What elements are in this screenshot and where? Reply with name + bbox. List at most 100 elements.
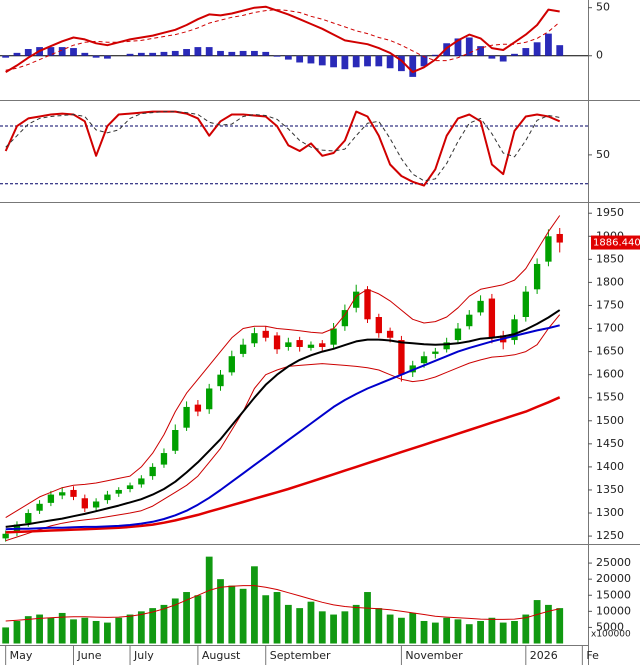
bar — [465, 37, 473, 56]
bar — [13, 620, 21, 644]
candle-body — [364, 289, 371, 320]
bar — [92, 55, 100, 58]
y-tick-label: 50 — [596, 1, 610, 14]
y-tick-label: 1850 — [596, 252, 624, 265]
bar — [81, 617, 89, 644]
candle-body — [138, 478, 145, 485]
candle-body — [172, 430, 179, 451]
x-tick-label: Fe — [586, 649, 599, 662]
bar — [81, 52, 89, 56]
y-tick-label: 50 — [596, 148, 610, 161]
bar — [477, 46, 484, 56]
bar — [149, 608, 157, 644]
bar — [205, 556, 213, 644]
bar — [2, 627, 10, 644]
bar — [318, 611, 326, 644]
candle-body — [183, 406, 190, 428]
candle-body — [47, 494, 55, 503]
bar — [126, 53, 134, 56]
bar — [454, 38, 462, 56]
x-tick-label: 2026 — [530, 649, 558, 662]
bar — [556, 608, 564, 644]
line — [5, 5, 560, 74]
candle-body — [126, 485, 134, 490]
bar — [409, 55, 417, 77]
bar — [47, 47, 55, 56]
x-tick-label: August — [202, 649, 241, 662]
last-price-label: 1886.440 — [593, 238, 640, 249]
y-tick-label: 1550 — [596, 391, 624, 404]
bar — [409, 612, 417, 644]
line — [5, 396, 561, 534]
bar — [126, 614, 134, 644]
y-tick-label: 1750 — [596, 298, 624, 311]
bar — [205, 47, 213, 56]
y-tick-label: 1250 — [596, 529, 624, 542]
candle-body — [296, 340, 303, 347]
bar — [104, 622, 111, 644]
bar — [375, 608, 383, 644]
bar — [228, 51, 236, 56]
candle-body — [307, 344, 315, 348]
candle-body — [409, 365, 416, 373]
bar — [330, 614, 337, 644]
candle-body — [36, 503, 43, 511]
bar — [431, 622, 439, 644]
line — [5, 309, 561, 528]
line — [4, 110, 561, 187]
bar — [262, 51, 270, 56]
candle-body — [319, 343, 326, 347]
bar — [58, 47, 66, 56]
candle-body — [25, 513, 32, 524]
bar — [273, 592, 281, 644]
bar — [24, 49, 32, 56]
x-tick-label: July — [133, 649, 154, 662]
bar — [194, 47, 202, 56]
candle-body — [149, 466, 156, 477]
bar — [137, 52, 145, 56]
y-tick-label: 25000 — [596, 556, 631, 569]
bar — [341, 55, 349, 70]
bar — [499, 55, 507, 62]
bar — [420, 55, 428, 67]
bar — [13, 52, 21, 56]
candle-body — [454, 328, 462, 341]
bar — [251, 50, 258, 56]
bar — [296, 55, 304, 63]
candle-body — [386, 330, 394, 338]
bar — [488, 55, 496, 59]
bar — [70, 619, 77, 644]
x-tick-label: September — [270, 649, 331, 662]
line — [5, 111, 560, 182]
bar — [47, 617, 55, 644]
bar — [183, 49, 190, 56]
bar — [239, 50, 247, 56]
bar — [183, 592, 190, 644]
bar — [477, 620, 484, 644]
x-tick-label: June — [77, 649, 102, 662]
y-tick-label: 1600 — [596, 368, 624, 381]
candle-body — [160, 453, 168, 465]
candle-body — [81, 498, 88, 509]
candle-body — [115, 489, 122, 494]
bar — [228, 585, 236, 644]
bar — [160, 51, 168, 56]
candle-body — [92, 501, 100, 508]
candle-body — [522, 291, 529, 317]
candle-body — [285, 342, 292, 347]
candle-body — [556, 233, 563, 243]
bar — [24, 616, 32, 644]
candle-body — [341, 310, 349, 327]
bar — [217, 50, 224, 56]
bar — [171, 50, 179, 56]
bar — [386, 614, 394, 644]
bar — [364, 55, 371, 67]
bar — [545, 33, 552, 56]
bar — [556, 45, 564, 56]
bar — [511, 620, 518, 644]
bar — [398, 617, 405, 644]
bar — [499, 622, 507, 644]
candle-body — [206, 388, 213, 410]
bar — [522, 48, 530, 56]
